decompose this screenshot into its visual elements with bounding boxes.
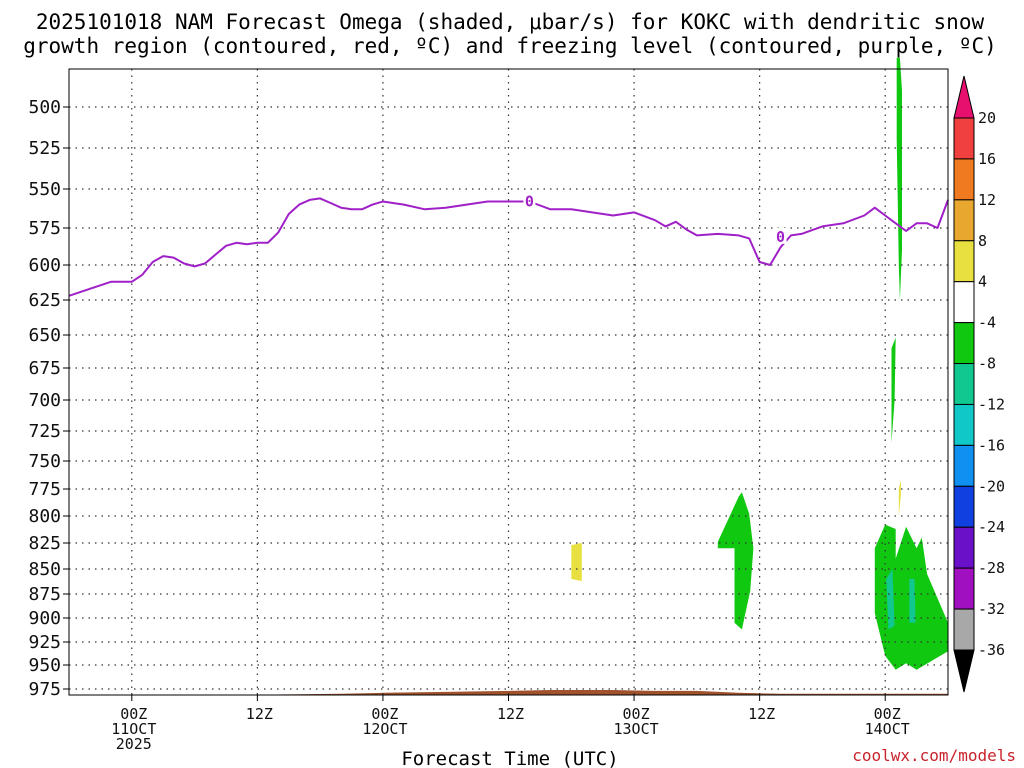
y-axis-ticks: 500 525 550 575 600 625 650 675 700 725 750 775 800 8… — [28, 97, 69, 700]
colorbar-label-1: 16 — [978, 150, 996, 168]
x-tick-label-48-1: 00Z — [623, 705, 650, 723]
x-tick-label-72-2: 14OCT — [865, 720, 910, 738]
freezing-level-line — [68, 197, 949, 297]
y-tick-label-975: 975 — [28, 679, 61, 700]
colorbar-label-8: -16 — [978, 436, 1005, 454]
colorbar-label-6: -8 — [978, 355, 996, 373]
omega-region-4 — [898, 480, 901, 516]
y-tick-label-800: 800 — [28, 506, 61, 527]
colorbar-bin-0 — [953, 117, 975, 160]
x-tick-label-36-1: 12Z — [497, 705, 524, 723]
colorbar-bin-9 — [953, 485, 975, 528]
y-tick-label-650: 650 — [28, 325, 61, 346]
y-tick-label-750: 750 — [28, 451, 61, 472]
colorbar-bin-1 — [953, 158, 975, 201]
y-tick-label-875: 875 — [28, 584, 61, 605]
freezing-label-bg-0 — [523, 192, 536, 209]
freezing-level-label-0: 0 — [525, 192, 534, 210]
chart-title-line-1: 2025101018 NAM Forecast Omega (shaded, μ… — [36, 10, 985, 34]
colorbar-bin-7 — [953, 403, 975, 446]
colorbar-label-10: -24 — [978, 518, 1005, 536]
freezing-label-bg-1 — [774, 227, 787, 244]
y-tick-label-550: 550 — [28, 179, 61, 200]
x-tick-label-0-1: 00Z — [120, 705, 147, 723]
colorbar: 20 16 12 8 4 -4 -8 -12 -16 -20 -24 -28 -32 -36 — [953, 75, 1005, 693]
x-tick-label-48-2: 13OCT — [613, 720, 658, 738]
y-tick-label-900: 900 — [28, 608, 61, 629]
colorbar-label-5: -4 — [978, 314, 996, 332]
colorbar-label-7: -12 — [978, 395, 1005, 413]
x-tick-label-24-1: 00Z — [371, 705, 398, 723]
colorbar-bin-2 — [953, 199, 975, 242]
y-tick-label-675: 675 — [28, 358, 61, 379]
y-tick-label-925: 925 — [28, 632, 61, 653]
colorbar-bin-12 — [953, 608, 975, 651]
colorbar-label-3: 8 — [978, 232, 987, 250]
x-tick-label-60-1: 12Z — [748, 705, 775, 723]
colorbar-extend-top — [953, 75, 975, 119]
colorbar-label-13: -36 — [978, 641, 1005, 659]
colorbar-label-11: -28 — [978, 559, 1005, 577]
colorbar-bin-3 — [953, 240, 975, 283]
x-axis-label: Forecast Time (UTC) — [401, 748, 618, 768]
colorbar-bin-10 — [953, 526, 975, 569]
grid-layer — [69, 69, 948, 695]
y-tick-label-500: 500 — [28, 97, 61, 118]
terrain-fill — [69, 690, 948, 695]
x-tick-label-0-2: 11OCT — [111, 720, 156, 738]
chart-title-line-2: growth region (contoured, red, ºC) and f… — [23, 34, 997, 58]
colorbar-label-2: 12 — [978, 191, 996, 209]
colorbar-bin-6 — [953, 363, 975, 405]
omega-region-6 — [886, 569, 895, 630]
omega-region-1 — [717, 492, 754, 630]
y-tick-label-950: 950 — [28, 655, 61, 676]
x-tick-label-72-1: 00Z — [874, 705, 901, 723]
colorbar-label-0: 20 — [978, 109, 996, 127]
colorbar-bin-11 — [953, 567, 975, 610]
freezing-level-label-1: 0 — [776, 228, 785, 246]
x-tick-label-12-1: 12Z — [246, 705, 273, 723]
credit-text: coolwx.com/models — [852, 746, 1016, 765]
omega-region-2 — [896, 57, 902, 300]
y-tick-label-700: 700 — [28, 390, 61, 411]
terrain-layer — [69, 690, 948, 695]
colorbar-bin-8 — [953, 444, 975, 487]
omega-region-0 — [571, 543, 582, 581]
colorbar-label-4: 4 — [978, 273, 987, 291]
colorbar-label-9: -20 — [978, 477, 1005, 495]
colorbar-bin-4 — [953, 281, 975, 324]
y-tick-label-825: 825 — [28, 533, 61, 554]
freezing-level-layer: 00 — [68, 192, 949, 297]
colorbar-bin-5 — [953, 322, 975, 365]
omega-region-7 — [909, 579, 916, 623]
y-tick-label-775: 775 — [28, 479, 61, 500]
colorbar-label-12: -32 — [978, 600, 1005, 618]
y-tick-label-575: 575 — [28, 218, 61, 239]
x-tick-label-24-2: 12OCT — [362, 720, 407, 738]
omega-shading-layer — [571, 57, 948, 670]
y-tick-label-850: 850 — [28, 559, 61, 580]
y-tick-label-600: 600 — [28, 255, 61, 276]
colorbar-extend-bottom — [953, 649, 975, 693]
y-tick-label-525: 525 — [28, 138, 61, 159]
omega-region-3 — [891, 337, 896, 443]
x-tick-label-0-3: 2025 — [116, 735, 152, 753]
y-tick-label-725: 725 — [28, 421, 61, 442]
y-tick-label-625: 625 — [28, 290, 61, 311]
